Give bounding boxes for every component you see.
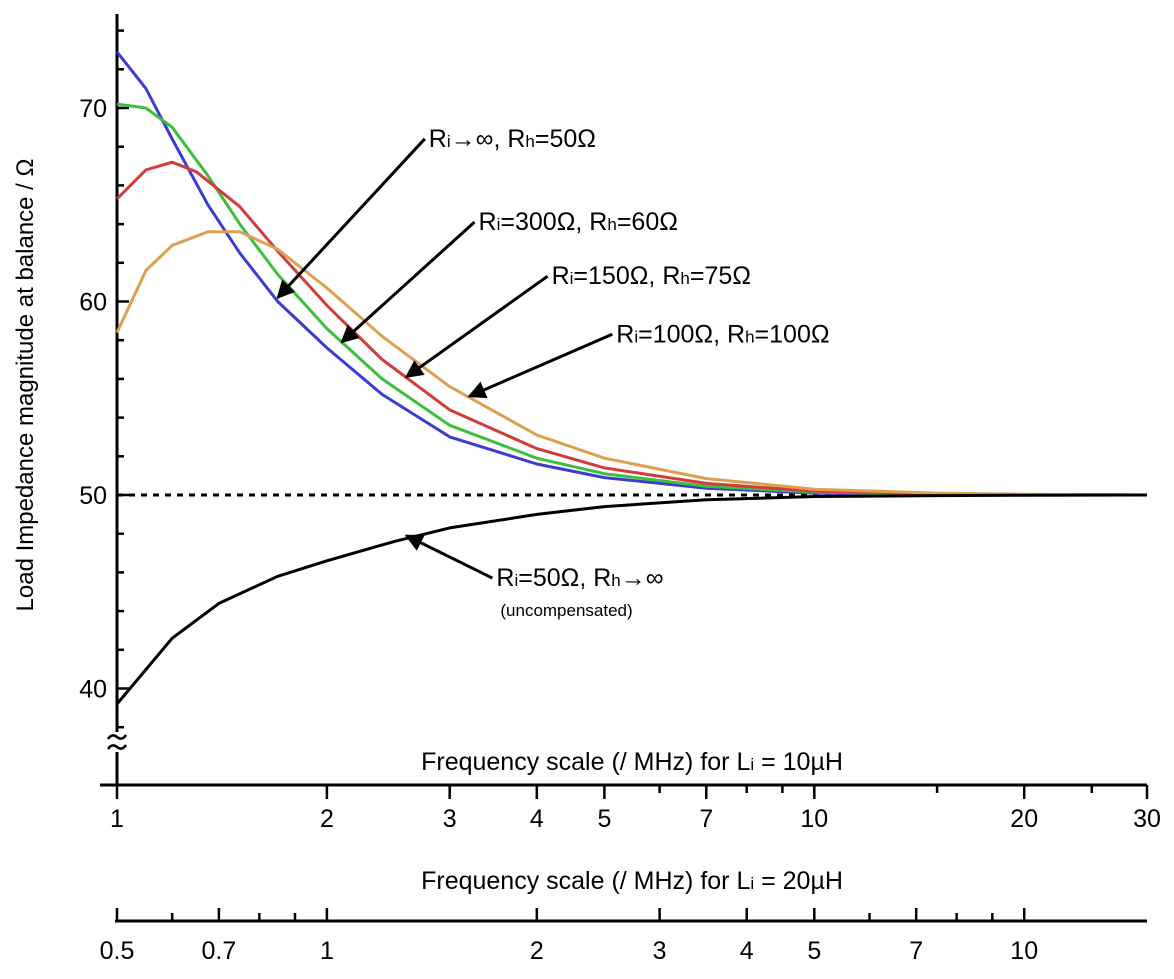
label-part: R: [429, 125, 447, 153]
x-tick-label-20uH: 5: [807, 937, 821, 965]
x-tick-label-10uH: 4: [530, 805, 544, 833]
subscript: h: [607, 215, 616, 234]
label-part: =50Ω, R: [518, 564, 611, 592]
subscript: i: [634, 327, 638, 346]
label-part: Frequency scale (/ MHz) for L: [421, 867, 750, 895]
x-tick-label-10uH: 10: [800, 805, 828, 833]
subscript: h: [680, 269, 689, 288]
annotation-arrow-1: [340, 220, 476, 344]
x-axis-10uH: 1 2 3 4 5 7 10 20 30 Frequency scale (/ MHz) for …: [100, 748, 1161, 833]
x-tick-label-10uH: 2: [320, 805, 334, 833]
label-part: =100Ω, R: [638, 320, 745, 348]
annotation-arrow-2: [404, 274, 549, 379]
label-part: →∞, R: [451, 125, 526, 153]
annotation-label-3: Ri=100Ω, Rh=100Ω: [616, 320, 829, 348]
annotation-label-1: Ri=300Ω, Rh=60Ω: [479, 208, 678, 236]
subscript: i: [750, 874, 754, 893]
x-tick-label-20uH: 0.7: [202, 937, 237, 965]
annotation-note-4: (uncompensated): [500, 601, 632, 620]
x-tick-label-10uH: 7: [699, 805, 713, 833]
subscript: i: [570, 269, 574, 288]
x-tick-label-20uH: 4: [740, 937, 754, 965]
y-axis-break: [106, 734, 128, 750]
x-axis-20uH: 0.5 0.7 1 2 3 4 5 7 10 Frequency scale (/ MHz) fo…: [100, 867, 1147, 965]
annotation-label-2: Ri=150Ω, Rh=75Ω: [552, 262, 751, 290]
label-part: =150Ω, R: [573, 262, 680, 290]
y-tick-label: 60: [79, 289, 107, 317]
x-tick-label-20uH: 2: [530, 937, 544, 965]
y-tick-label: 70: [79, 95, 107, 123]
annotation-label-0: Ri→∞, Rh=50Ω: [429, 125, 596, 153]
annotation-arrow-4: [404, 534, 494, 580]
y-axis-break-wave: [106, 744, 128, 750]
label-part: R: [616, 320, 634, 348]
subscript: i: [750, 755, 754, 774]
label-part: R: [552, 262, 570, 290]
subscript: h: [611, 571, 620, 590]
label-part: =300Ω, R: [500, 208, 607, 236]
x-tick-label-20uH: 10: [1010, 937, 1038, 965]
y-axis: 40 50 60 70: [79, 14, 129, 785]
annotation-arrow-0: [276, 137, 426, 299]
label-part: =100Ω: [755, 320, 830, 348]
label-part: =60Ω: [617, 208, 678, 236]
x-axis-title-20uH: Frequency scale (/ MHz) for Li = 20µH: [421, 867, 843, 895]
subscript: i: [514, 571, 518, 590]
x-axis-title-10uH: Frequency scale (/ MHz) for Li = 10µH: [421, 748, 843, 776]
x-tick-label-20uH: 0.5: [100, 937, 135, 965]
label-part: = 20µH: [754, 867, 843, 895]
y-axis-title: Load Impedance magnitude at balance / Ω: [12, 159, 39, 612]
series-line-4: [115, 493, 1148, 705]
x-tick-label-10uH: 5: [597, 805, 611, 833]
y-tick-label: 50: [79, 482, 107, 510]
series-line-1: [116, 102, 1148, 497]
x-tick-label-10uH: 30: [1133, 805, 1161, 833]
annotation-arrow-3: [467, 332, 613, 399]
subscript: h: [525, 132, 534, 151]
label-part: R: [479, 208, 497, 236]
label-part: = 10µH: [754, 748, 843, 776]
label-part: Frequency scale (/ MHz) for L: [421, 748, 750, 776]
label-part: R: [496, 564, 514, 592]
x-tick-label-20uH: 3: [653, 937, 667, 965]
y-axis-break-wave: [106, 734, 128, 740]
subscript: h: [745, 327, 754, 346]
x-tick-label-10uH: 1: [110, 805, 124, 833]
x-tick-label-20uH: 1: [320, 937, 334, 965]
x-tick-label-10uH: 3: [443, 805, 457, 833]
label-part: →∞: [621, 564, 664, 592]
subscript: i: [447, 132, 451, 151]
x-tick-label-20uH: 7: [909, 937, 923, 965]
subscript: i: [497, 215, 501, 234]
label-part: =75Ω: [690, 262, 751, 290]
label-part: =50Ω: [535, 125, 596, 153]
x-tick-label-10uH: 20: [1010, 805, 1038, 833]
annotation-label-4: Ri=50Ω, Rh→∞: [496, 564, 663, 592]
y-tick-label: 40: [79, 676, 107, 704]
